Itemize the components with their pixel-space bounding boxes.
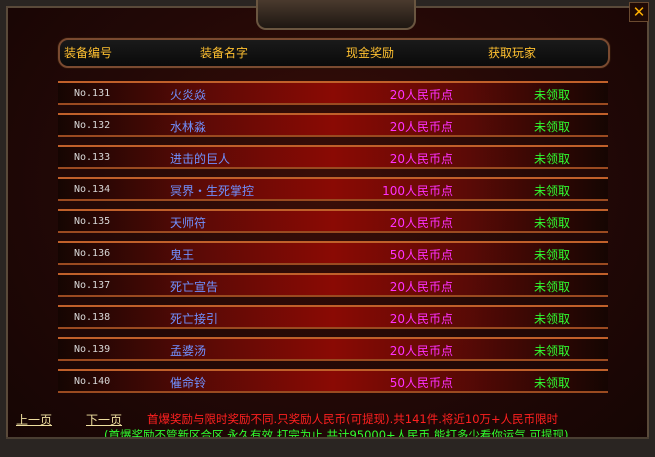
item-name: 死亡接引 (170, 312, 219, 326)
item-status: 未领取 (534, 120, 571, 134)
item-reward: 20人民币点 (389, 152, 453, 166)
table-row: No.138 死亡接引 20人民币点 未领取 (58, 305, 608, 329)
item-status: 未领取 (534, 344, 571, 358)
item-number: No.132 (74, 120, 111, 131)
item-reward: 100人民币点 (382, 184, 453, 198)
item-status: 未领取 (534, 216, 571, 230)
item-reward: 50人民币点 (389, 376, 453, 390)
item-reward: 50人民币点 (389, 248, 453, 262)
header-id: 装备编号 (64, 46, 113, 60)
table-row: No.133 进击的巨人 20人民币点 未领取 (58, 145, 608, 169)
item-name: 冥界・生死掌控 (170, 184, 255, 198)
item-reward: 20人民币点 (389, 216, 453, 230)
close-icon[interactable]: ✕ (629, 2, 649, 22)
item-name: 孟婆汤 (170, 344, 207, 358)
item-name: 火炎焱 (170, 88, 207, 102)
item-number: No.134 (74, 184, 111, 195)
item-status: 未领取 (534, 280, 571, 294)
header-reward: 现金奖励 (346, 46, 395, 60)
table-row: No.140 催命铃 50人民币点 未领取 (58, 369, 608, 393)
item-name: 天师符 (170, 216, 207, 230)
item-name: 进击的巨人 (170, 152, 231, 166)
item-status: 未领取 (534, 88, 571, 102)
table-row: No.135 天师符 20人民币点 未领取 (58, 209, 608, 233)
item-reward: 20人民币点 (389, 312, 453, 326)
item-number: No.133 (74, 152, 111, 163)
header-name: 装备名字 (200, 46, 249, 60)
table-row: No.131 火炎焱 20人民币点 未领取 (58, 81, 608, 105)
prev-page-link[interactable]: 上一页 (16, 413, 53, 427)
table-header: 装备编号 装备名字 现金奖励 获取玩家 (58, 38, 610, 68)
item-reward: 20人民币点 (389, 88, 453, 102)
item-reward: 20人民币点 (389, 280, 453, 294)
item-name: 死亡宣告 (170, 280, 219, 294)
top-ornament (256, 0, 416, 30)
item-name: 水林淼 (170, 120, 207, 134)
item-status: 未领取 (534, 312, 571, 326)
item-number: No.140 (74, 376, 111, 387)
bottom-frame (6, 437, 649, 451)
header-player: 获取玩家 (488, 46, 537, 60)
item-number: No.139 (74, 344, 111, 355)
table-row: No.134 冥界・生死掌控 100人民币点 未领取 (58, 177, 608, 201)
item-name: 鬼王 (170, 248, 195, 262)
table-row: No.137 死亡宣告 20人民币点 未领取 (58, 273, 608, 297)
item-reward: 20人民币点 (389, 344, 453, 358)
item-status: 未领取 (534, 376, 571, 390)
item-status: 未领取 (534, 152, 571, 166)
next-page-link[interactable]: 下一页 (86, 413, 123, 427)
reward-note: 首爆奖励与限时奖励不同.只奖励人民币(可提现).共141件.将近10万+人民币限… (147, 412, 559, 426)
item-number: No.136 (74, 248, 111, 259)
item-number: No.137 (74, 280, 111, 291)
item-status: 未领取 (534, 184, 571, 198)
item-name: 催命铃 (170, 376, 207, 390)
item-reward: 20人民币点 (389, 120, 453, 134)
table-row: No.139 孟婆汤 20人民币点 未领取 (58, 337, 608, 361)
item-number: No.138 (74, 312, 111, 323)
item-number: No.135 (74, 216, 111, 227)
item-status: 未领取 (534, 248, 571, 262)
table-row: No.132 水林淼 20人民币点 未领取 (58, 113, 608, 137)
item-number: No.131 (74, 88, 111, 99)
table-row: No.136 鬼王 50人民币点 未领取 (58, 241, 608, 265)
